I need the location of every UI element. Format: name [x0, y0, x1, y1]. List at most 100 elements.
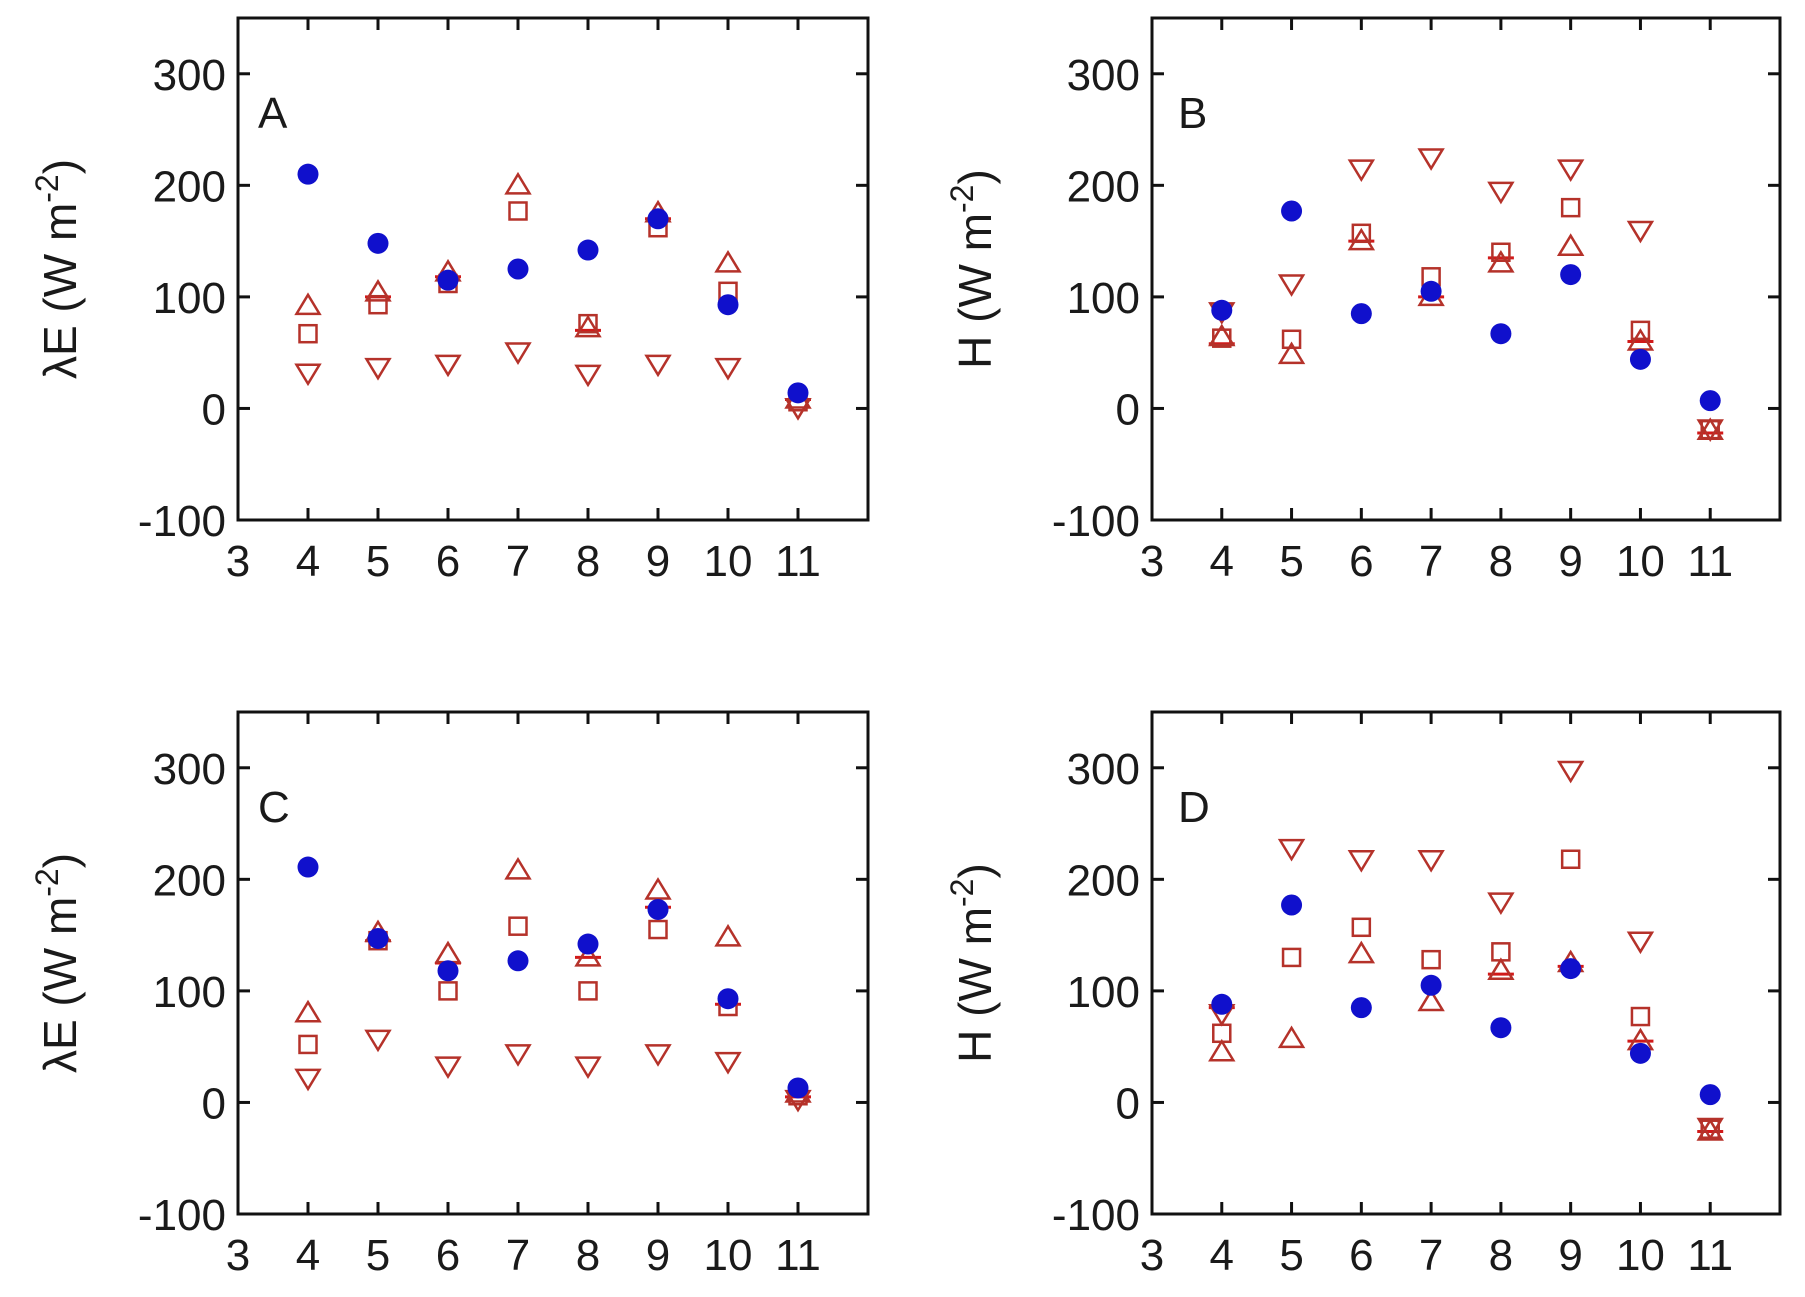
- triangle-down-point: [1347, 850, 1376, 873]
- x-tick-label: 6: [1349, 537, 1373, 586]
- triangle-down-point: [504, 1044, 532, 1067]
- y-axis-title: H (W m-2): [944, 863, 1001, 1063]
- observed-point: [1420, 974, 1442, 996]
- x-tick-label: 8: [1489, 1231, 1513, 1280]
- x-tick-label: 5: [1279, 537, 1303, 586]
- y-tick-label: 0: [1116, 385, 1140, 434]
- triangle-up-point: [1208, 1038, 1236, 1062]
- observed-point: [717, 294, 739, 316]
- x-tick-label: 11: [1687, 537, 1733, 586]
- y-tick-label: 200: [153, 162, 226, 211]
- observed-point: [1350, 997, 1372, 1019]
- x-tick-label: 4: [296, 537, 320, 586]
- y-tick-label: -100: [1052, 497, 1140, 546]
- plot-frame: [1150, 710, 1782, 1216]
- y-tick-label: 100: [1067, 968, 1140, 1017]
- observed-point: [1699, 1084, 1721, 1106]
- x-tick-label: 4: [1210, 1231, 1234, 1280]
- panel-label: D: [1178, 783, 1210, 832]
- x-tick-label: 7: [1419, 537, 1443, 586]
- triangle-down-point: [1277, 838, 1306, 862]
- y-axis-title: λE (W m-2): [29, 853, 86, 1073]
- square-point: [1491, 942, 1511, 962]
- triangle-down-point: [1277, 274, 1306, 297]
- y-tick-label: 200: [1067, 856, 1140, 905]
- y-tick-label: -100: [138, 1191, 226, 1240]
- panel-label: B: [1178, 89, 1207, 138]
- observed-point: [367, 927, 389, 949]
- triangle-down-point: [294, 1068, 322, 1092]
- y-tick-label: 0: [1116, 1079, 1140, 1128]
- observed-point: [1281, 894, 1303, 916]
- observed-point: [507, 258, 529, 280]
- triangle-up-point: [1347, 940, 1376, 964]
- observed-point: [367, 232, 389, 254]
- square-point: [1421, 949, 1441, 970]
- observed-point: [787, 1077, 809, 1099]
- square-point: [1700, 1119, 1720, 1139]
- x-tick-label: 9: [1558, 537, 1582, 586]
- triangle-up-point: [714, 923, 742, 947]
- square-point: [1212, 328, 1232, 348]
- triangle-down-point: [1347, 159, 1376, 183]
- square-point: [1560, 197, 1581, 218]
- y-tick-label: -100: [1052, 1191, 1140, 1240]
- triangle-up-point: [644, 877, 672, 900]
- y-tick-label: 100: [1067, 274, 1140, 323]
- y-tick-label: -100: [138, 497, 226, 546]
- observed-point: [1211, 993, 1233, 1015]
- x-tick-label: 5: [366, 1231, 390, 1280]
- observed-point: [1350, 303, 1372, 325]
- x-tick-label: 11: [775, 537, 821, 586]
- plot-frame: [236, 710, 870, 1216]
- square-point: [1700, 419, 1720, 440]
- square-point: [1351, 223, 1372, 244]
- observed-point: [787, 382, 809, 404]
- square-point: [1630, 320, 1651, 341]
- observed-point: [1420, 280, 1442, 302]
- x-tick-label: 9: [646, 537, 670, 586]
- x-tick-label: 3: [226, 1231, 250, 1280]
- observed-point: [1629, 1042, 1651, 1064]
- triangle-up-point: [1277, 1025, 1306, 1049]
- x-tick-label: 10: [1616, 1231, 1665, 1280]
- triangle-down-point: [644, 354, 672, 378]
- y-tick-label: 300: [153, 51, 226, 100]
- triangle-up-point: [1347, 227, 1376, 251]
- square-point: [1491, 242, 1511, 263]
- x-tick-label: 3: [1140, 1231, 1164, 1280]
- x-tick-label: 8: [576, 537, 600, 586]
- triangle-down-point: [1626, 931, 1655, 955]
- triangle-up-point: [574, 944, 602, 967]
- observed-point: [1629, 348, 1651, 370]
- triangle-down-point: [434, 1056, 462, 1080]
- triangle-down-point: [644, 1044, 672, 1067]
- panel-label: A: [258, 89, 288, 138]
- triangle-down-point: [504, 342, 532, 365]
- square-point: [1560, 849, 1581, 870]
- triangle-down-point: [364, 357, 392, 381]
- x-tick-label: 8: [1489, 537, 1513, 586]
- triangle-down-point: [1417, 850, 1445, 873]
- square-point: [1281, 947, 1302, 968]
- triangle-up-point: [1487, 957, 1515, 981]
- triangle-up-point: [434, 940, 462, 964]
- x-tick-label: 7: [1419, 1231, 1443, 1280]
- triangle-down-point: [1417, 148, 1445, 171]
- square-point: [1281, 329, 1302, 350]
- y-tick-label: 0: [202, 385, 226, 434]
- triangle-down-point: [1487, 892, 1515, 916]
- observed-point: [437, 960, 459, 982]
- panel-c: 3 4 5 6 7 8 9 10 11 -100 0 100 200 300 CλE (W m-2): [29, 710, 870, 1280]
- triangle-up-point: [504, 171, 532, 195]
- observed-point: [437, 269, 459, 291]
- y-tick-label: 200: [1067, 162, 1140, 211]
- x-tick-label: 7: [506, 1231, 530, 1280]
- observed-point: [577, 239, 599, 261]
- triangle-up-point: [1696, 1118, 1724, 1141]
- observed-point: [577, 933, 599, 955]
- square-point: [298, 1034, 318, 1055]
- panel-label: C: [258, 783, 290, 832]
- triangle-down-point: [574, 1056, 602, 1080]
